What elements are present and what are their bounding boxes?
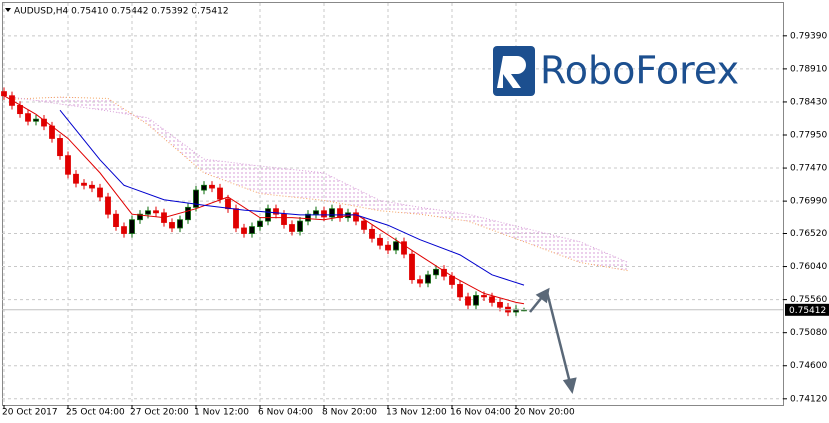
x-tick-label: 20 Oct 2017: [2, 408, 58, 418]
candle-body: [73, 173, 79, 184]
candle-body: [121, 226, 127, 234]
candle-body: [497, 301, 503, 308]
candle-body: [113, 213, 119, 228]
candle-body: [513, 308, 519, 313]
candle-body: [105, 196, 111, 215]
y-tick-label: 0.75560: [790, 295, 827, 305]
candle-body: [137, 213, 143, 221]
x-tick-label: 8 Nov 20:00: [322, 408, 377, 418]
y-tick-label: 0.76520: [790, 229, 827, 239]
candle-body: [193, 189, 199, 208]
forecast-arrows: [529, 287, 577, 394]
candle-body: [1, 91, 7, 97]
candle-body: [81, 182, 87, 186]
candle-body: [169, 222, 175, 229]
candle-body: [297, 220, 303, 232]
candle-body: [217, 187, 223, 200]
candle-body: [265, 208, 271, 222]
indicator-line: [11, 96, 629, 263]
candle-body: [369, 228, 375, 239]
candle-body: [241, 227, 247, 234]
candle-body: [305, 213, 311, 222]
indicator-line: [3, 95, 525, 305]
x-tick-label: 13 Nov 12:00: [386, 408, 447, 418]
candle-body: [249, 226, 255, 234]
x-tick-label: 27 Oct 20:00: [130, 408, 189, 418]
x-tick-label: 16 Nov 04:00: [450, 408, 511, 418]
candle-body: [201, 184, 207, 191]
candle-body: [281, 213, 287, 225]
last-price-box: [785, 303, 829, 316]
candle-body: [177, 219, 183, 229]
y-tick-label: 0.77950: [790, 131, 827, 141]
candle-body: [465, 296, 471, 306]
candle-body: [257, 220, 263, 228]
candle-body: [209, 184, 215, 189]
candle-body: [393, 241, 399, 251]
candle-body: [233, 208, 239, 229]
x-tick-label: 1 Nov 12:00: [194, 408, 249, 418]
candle-body: [145, 210, 151, 215]
candle-body: [153, 210, 159, 214]
x-tick-label: 20 Nov 20:00: [514, 408, 575, 418]
logo-icon-r: [497, 56, 526, 88]
last-price-label: 0.75412: [789, 306, 826, 316]
y-tick-label: 0.78430: [790, 97, 827, 107]
y-tick-label: 0.76040: [790, 262, 827, 272]
candle-body: [417, 279, 423, 284]
indicator-line: [11, 96, 629, 272]
y-tick-label: 0.75080: [790, 328, 827, 338]
candle-body: [361, 220, 367, 230]
candle-body: [433, 268, 439, 276]
symbol-header: AUDUSD,H4 0.75410 0.75442 0.75392 0.7541…: [14, 7, 229, 17]
x-tick-label: 25 Oct 04:00: [66, 408, 125, 418]
y-tick-label: 0.78910: [790, 64, 827, 74]
x-tick-label: 6 Nov 04:00: [258, 408, 313, 418]
candle-body: [273, 208, 279, 215]
candle-body: [129, 219, 135, 234]
candle-body: [65, 155, 71, 175]
candle-body: [353, 212, 359, 222]
candle-body: [385, 244, 391, 251]
candle-body: [97, 187, 103, 198]
candle-body: [489, 296, 495, 303]
y-tick-label: 0.79390: [790, 31, 827, 41]
candle-body: [25, 113, 31, 122]
indicator-line: [59, 109, 525, 286]
candle-body: [185, 206, 191, 221]
candle-body: [457, 284, 463, 298]
candle-body: [481, 295, 487, 298]
candle-body: [337, 208, 343, 219]
candle-body: [401, 241, 407, 255]
y-tick-label: 0.77470: [790, 164, 827, 174]
y-tick-label: 0.74120: [790, 394, 827, 404]
plot-frame: [2, 2, 784, 406]
candle-body: [289, 224, 295, 232]
ichimoku-cloud: [12, 97, 628, 271]
candle-body: [425, 274, 431, 284]
candle-body: [313, 210, 319, 215]
logo: RoboForex: [493, 46, 739, 96]
y-tick-label: 0.76990: [790, 197, 827, 207]
candle-body: [321, 210, 327, 218]
candle-body: [377, 237, 383, 246]
candle-body: [329, 208, 335, 218]
y-tick-label: 0.74600: [790, 361, 827, 371]
candle-body: [225, 198, 231, 210]
candle-body: [89, 184, 95, 189]
header-marker: [5, 8, 11, 12]
candle-body: [473, 295, 479, 306]
logo-text: RoboForex: [540, 49, 739, 93]
candle-body: [33, 118, 39, 122]
arrow-down-head: [562, 377, 577, 394]
arrow-down: [545, 291, 572, 384]
candle-body: [409, 253, 415, 281]
candle-body: [57, 138, 63, 157]
